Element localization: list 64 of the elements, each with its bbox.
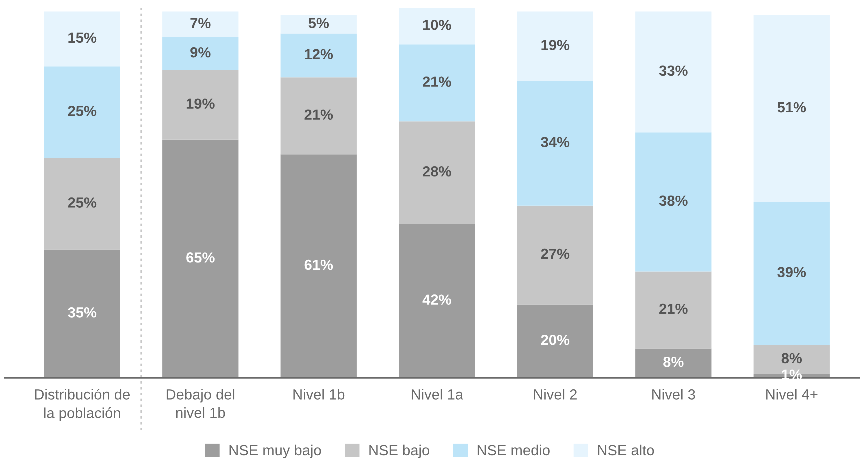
data-label: 65% xyxy=(186,252,215,263)
data-label: 21% xyxy=(423,76,452,88)
x-tick-label: Distribución de la población xyxy=(35,388,130,422)
bar xyxy=(399,224,476,378)
bar xyxy=(636,348,712,378)
data-label: 28% xyxy=(423,166,452,177)
bar xyxy=(44,12,120,67)
data-label: 61% xyxy=(304,260,334,270)
x-tick-label: Debajo del nivel 1b xyxy=(166,389,235,418)
bar xyxy=(517,304,594,378)
data-label: 15% xyxy=(68,32,97,44)
data-label: 20% xyxy=(541,334,570,346)
bar xyxy=(636,272,712,349)
data-label: 12% xyxy=(305,49,334,60)
bar xyxy=(44,250,120,378)
legend-label: NSE medio xyxy=(478,444,550,456)
data-label: 19% xyxy=(542,40,570,50)
bar xyxy=(399,8,476,45)
bar xyxy=(162,70,239,140)
bar xyxy=(517,12,594,82)
data-label: 27% xyxy=(541,248,570,260)
bar xyxy=(280,34,357,78)
bar xyxy=(162,140,239,378)
data-label: 51% xyxy=(778,102,806,113)
bar xyxy=(754,202,830,346)
bar xyxy=(280,154,357,378)
data-label: 25% xyxy=(68,198,97,208)
bar xyxy=(636,12,712,133)
bar xyxy=(754,15,830,202)
x-tick-label: Nivel 4+ xyxy=(766,389,818,400)
bar xyxy=(399,44,476,122)
data-label: 38% xyxy=(659,196,688,206)
bar xyxy=(280,78,357,155)
data-label: 33% xyxy=(659,66,688,76)
bar xyxy=(517,81,594,206)
data-label: 35% xyxy=(68,308,97,318)
bar xyxy=(399,122,476,224)
data-label: 8% xyxy=(782,353,802,364)
bar xyxy=(280,15,357,34)
bar xyxy=(44,158,120,250)
legend-label: NSE alto xyxy=(598,444,654,456)
bar xyxy=(162,12,239,38)
data-label: 25% xyxy=(68,106,97,116)
data-label: 19% xyxy=(186,98,215,110)
x-tick-label: Nivel 3 xyxy=(652,389,696,400)
x-tick-label: Nivel 1a xyxy=(412,389,464,400)
data-label: 5% xyxy=(308,18,330,28)
data-label: 9% xyxy=(190,47,211,58)
data-label: 8% xyxy=(664,356,684,368)
bar xyxy=(44,66,120,158)
data-label: 42% xyxy=(422,294,452,305)
bar xyxy=(636,132,712,272)
x-tick-label: Nivel 1b xyxy=(294,389,345,400)
bar xyxy=(162,37,239,70)
data-label: 39% xyxy=(778,267,806,278)
bar xyxy=(517,206,594,305)
legend-label: NSE muy bajo xyxy=(230,444,322,459)
data-label: 10% xyxy=(423,20,452,30)
data-label: 7% xyxy=(190,18,211,28)
x-tick-label: Nivel 2 xyxy=(534,389,577,400)
data-label: 21% xyxy=(660,304,688,314)
legend-label: NSE bajo xyxy=(370,444,430,459)
data-label: 34% xyxy=(541,137,570,148)
data-label: 21% xyxy=(304,110,334,120)
